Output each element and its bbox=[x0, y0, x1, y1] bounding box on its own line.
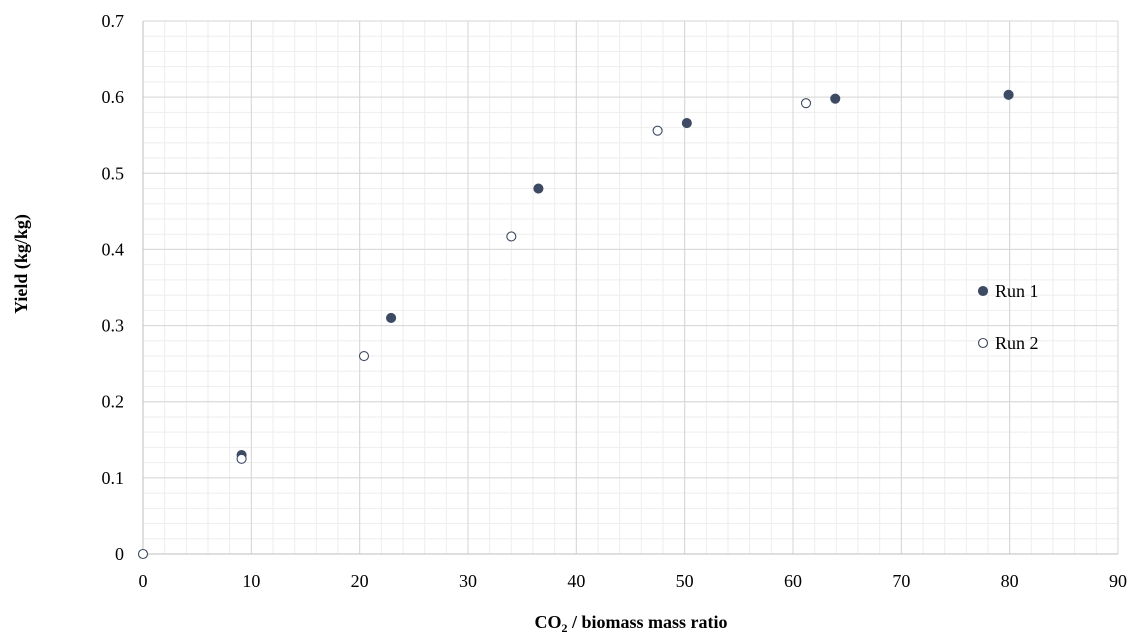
x-tick-label: 60 bbox=[784, 571, 802, 591]
run2-point bbox=[800, 98, 812, 109]
run2-point bbox=[358, 350, 370, 362]
run2-point bbox=[137, 548, 149, 560]
x-tick-label: 30 bbox=[459, 571, 477, 591]
axes bbox=[142, 21, 1118, 555]
x-axis-label-main: CO bbox=[534, 612, 561, 632]
run1-point bbox=[386, 312, 397, 324]
legend-marker-1 bbox=[977, 285, 989, 297]
run1-point bbox=[830, 93, 841, 104]
x-axis-label-rest: / biomass mass ratio bbox=[567, 612, 727, 632]
x-tick-labels: 0 10 20 30 40 50 60 70 80 90 bbox=[139, 571, 1128, 591]
run1-point bbox=[533, 183, 544, 194]
x-axis-label-subscript: 2 bbox=[561, 621, 567, 633]
legend: Run 1 Run 2 bbox=[977, 281, 1039, 353]
x-tick-label: 40 bbox=[567, 571, 585, 591]
y-tick-label: 0 bbox=[115, 544, 124, 564]
x-axis-label: CO2 / biomass mass ratio bbox=[534, 612, 727, 633]
legend-marker-2 bbox=[977, 337, 989, 349]
x-tick-label: 10 bbox=[242, 571, 260, 591]
x-tick-label: 20 bbox=[351, 571, 369, 591]
run2-point bbox=[506, 231, 517, 242]
legend-label-2: Run 2 bbox=[995, 333, 1039, 353]
y-tick-label: 0.4 bbox=[102, 239, 125, 259]
y-axis-label: Yield (kg/kg) bbox=[11, 214, 32, 314]
run1-point bbox=[681, 117, 692, 129]
x-tick-label: 0 bbox=[139, 571, 148, 591]
y-tick-label: 0.2 bbox=[102, 392, 125, 412]
y-tick-label: 0.3 bbox=[102, 316, 125, 336]
x-tick-label: 50 bbox=[676, 571, 694, 591]
y-tick-label: 0.6 bbox=[102, 87, 125, 107]
run2-point bbox=[652, 125, 663, 136]
major-grid bbox=[142, 20, 1119, 555]
run2-point bbox=[236, 453, 247, 464]
x-tick-label: 70 bbox=[892, 571, 910, 591]
x-tick-label: 90 bbox=[1109, 571, 1127, 591]
y-tick-label: 0.5 bbox=[102, 163, 125, 183]
minor-grid bbox=[142, 20, 1119, 555]
run1-point bbox=[1003, 89, 1014, 100]
legend-label-1: Run 1 bbox=[995, 281, 1039, 301]
x-tick-label: 80 bbox=[1001, 571, 1019, 591]
y-tick-labels: 0 0.1 0.2 0.3 0.4 0.5 0.6 0.7 bbox=[102, 11, 125, 564]
y-tick-label: 0.7 bbox=[102, 11, 125, 31]
y-tick-label: 0.1 bbox=[102, 468, 125, 488]
data-points bbox=[137, 89, 1014, 560]
